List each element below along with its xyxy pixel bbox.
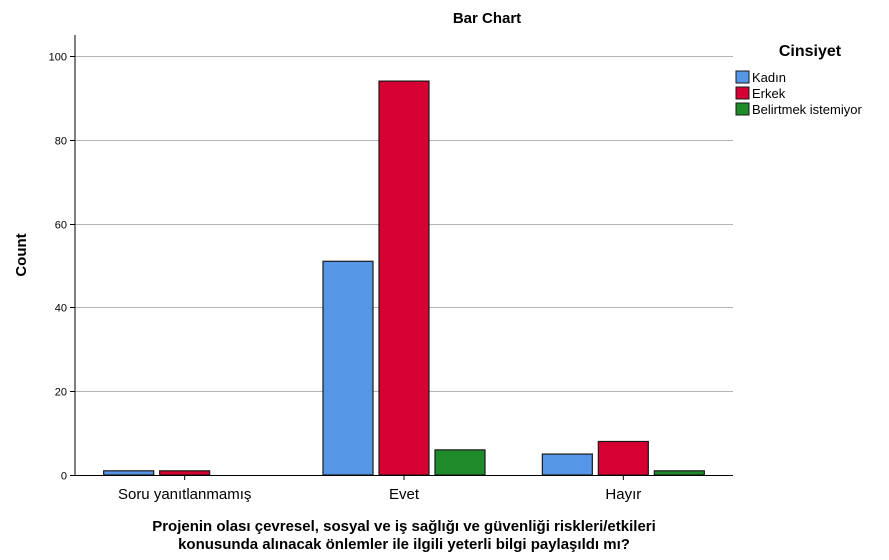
y-axis-label: Count	[13, 233, 30, 276]
y-tick-label: 60	[55, 220, 67, 232]
bar-soru-yanıtlanmamış-kadın	[103, 470, 155, 476]
legend-label-2: Belirtmek istemiyor	[752, 102, 862, 117]
legend-swatch-1	[735, 86, 750, 100]
bar-evet-kadın	[322, 260, 374, 476]
bar-soru-yanıtlanmamış-erkek	[159, 470, 211, 476]
legend-label-1: Erkek	[752, 86, 786, 101]
x-axis-label-line-1: Projenin olası çevresel, sosyal ve iş sa…	[152, 518, 656, 535]
y-tick-label: 100	[49, 52, 67, 64]
bar-hayır-belirtmek-istemiyor	[653, 470, 705, 476]
y-tick-label: 80	[55, 136, 67, 148]
legend-swatch-0	[735, 70, 750, 84]
x-axis-label: Projenin olası çevresel, sosyal ve iş sa…	[152, 518, 656, 553]
x-category-label: Evet	[389, 486, 420, 503]
y-tick-label: 40	[55, 303, 67, 315]
x-category-label: Hayır	[605, 486, 641, 503]
legend-label-0: Kadın	[752, 70, 786, 85]
bar-evet-belirtmek-istemiyor	[434, 449, 486, 476]
x-category-label: Soru yanıtlanmamış	[118, 486, 251, 503]
bar-evet-erkek	[378, 80, 430, 476]
bar-hayır-kadın	[541, 453, 593, 476]
chart-title: Bar Chart	[453, 10, 521, 27]
x-category-labels: Soru yanıtlanmamış Evet Hayır	[118, 475, 641, 503]
legend-swatch-2	[735, 102, 750, 116]
x-axis-label-line-2: konusunda alınacak önlemler ile ilgili y…	[178, 536, 630, 553]
y-tick-label: 0	[61, 471, 67, 483]
legend-title: Cinsiyet	[779, 43, 842, 60]
y-ticks: 0 20 40 60 80 100	[49, 52, 75, 483]
bar-hayır-erkek	[597, 440, 649, 476]
y-tick-label: 20	[55, 387, 67, 399]
